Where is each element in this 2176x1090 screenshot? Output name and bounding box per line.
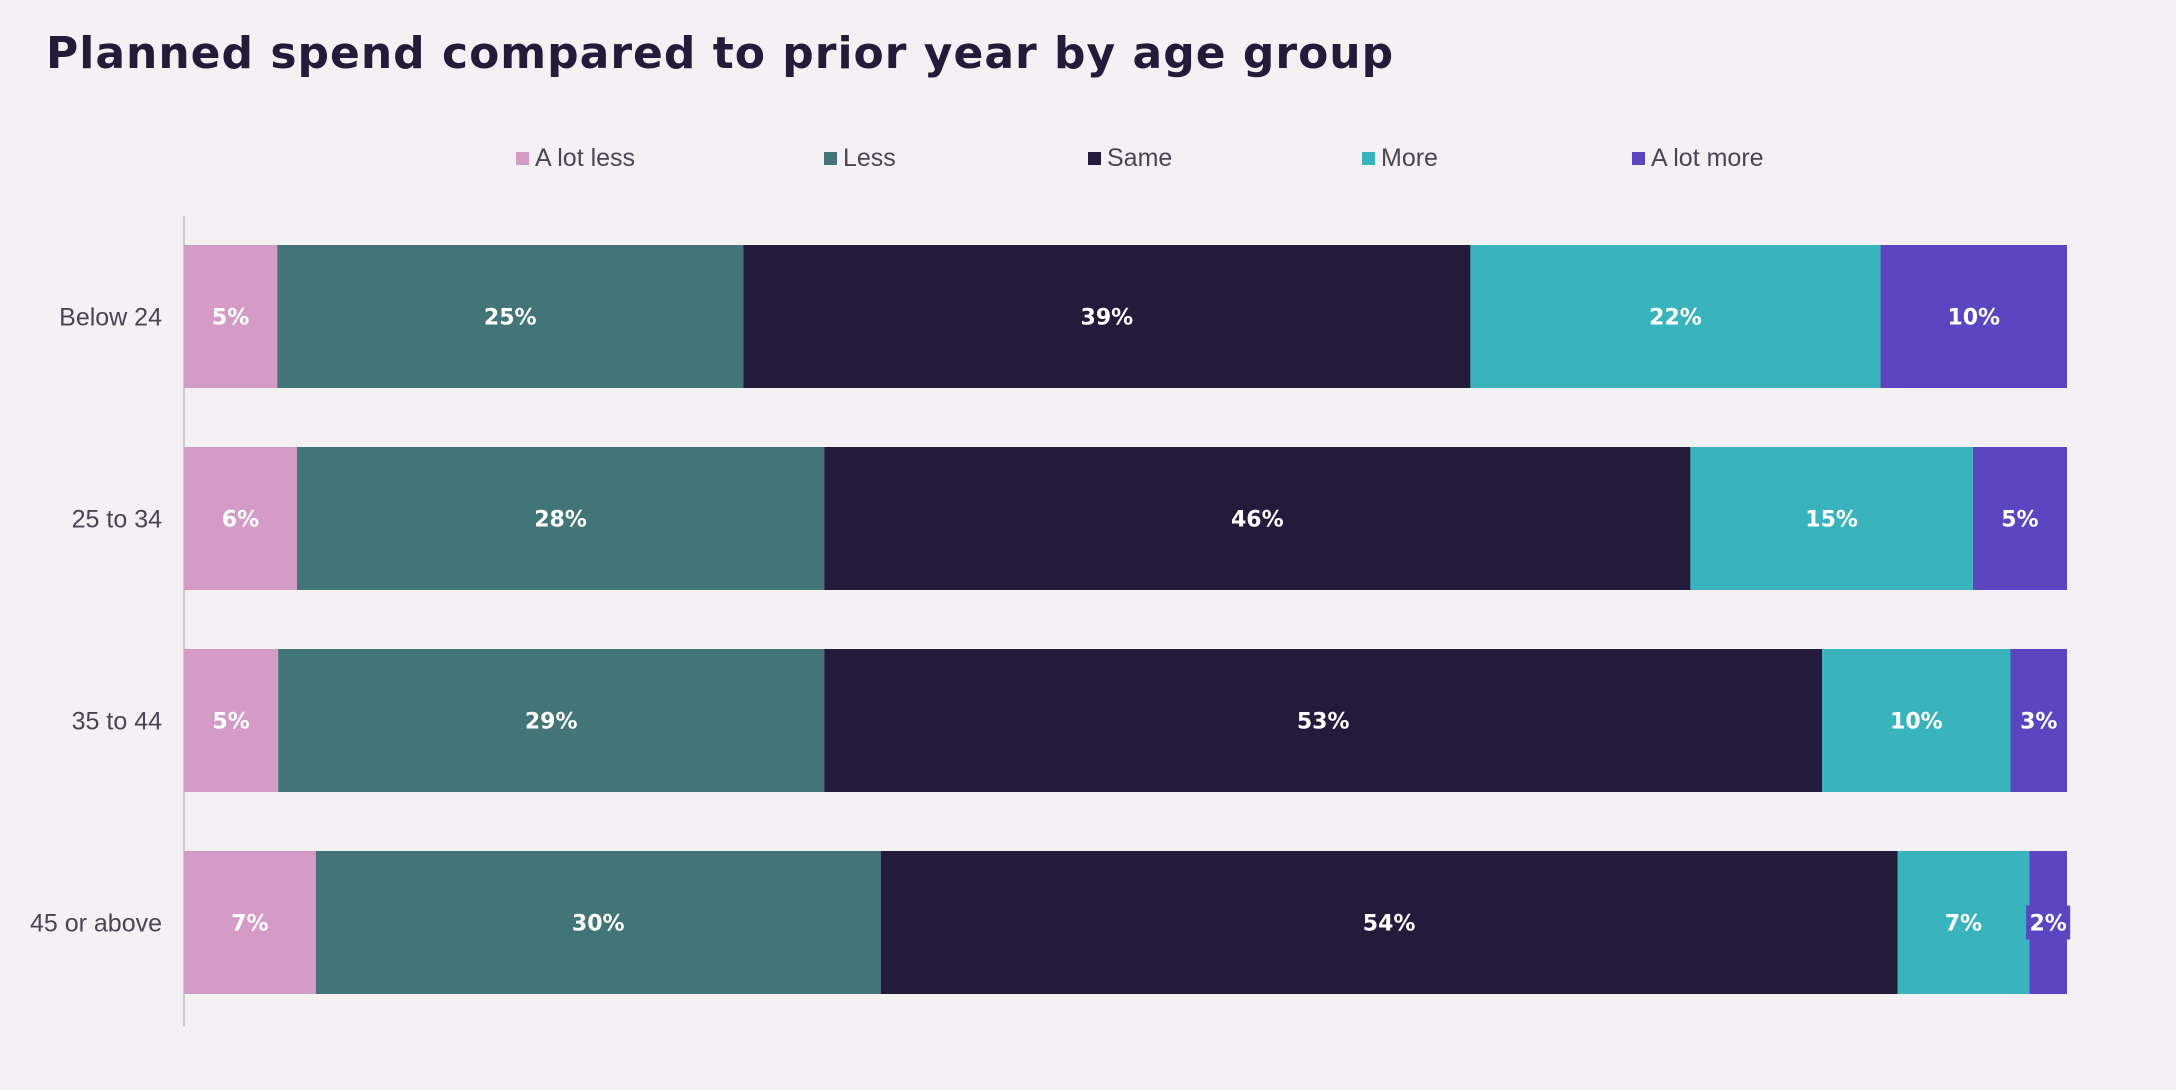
data-label: 7% — [1945, 912, 1982, 937]
data-label: 30% — [572, 912, 625, 937]
bar-segment — [277, 245, 744, 388]
legend-label: A lot less — [535, 144, 636, 172]
legend-item-same: Same — [1088, 144, 1172, 173]
bar-segment — [184, 851, 316, 994]
data-label: 5% — [2001, 508, 2038, 533]
data-label: 15% — [1805, 508, 1858, 533]
data-label: 54% — [1363, 912, 1416, 937]
bar-segment — [184, 649, 279, 792]
bar-segment — [824, 447, 1691, 590]
bar-segment — [1690, 447, 1973, 590]
data-label: 10% — [1890, 710, 1943, 735]
legend-label: A lot more — [1651, 144, 1764, 172]
data-label: 5% — [212, 306, 249, 331]
legend-swatch — [1632, 152, 1645, 165]
category-label: 35 to 44 — [72, 708, 162, 736]
bar-segment — [1972, 447, 2067, 590]
legend-swatch — [1362, 152, 1375, 165]
legend-item-less: Less — [824, 144, 896, 173]
bar-segment — [1822, 649, 2011, 792]
bar-segment — [2010, 649, 2067, 792]
bar-segment — [184, 245, 278, 388]
chart-title: Planned spend compared to prior year by … — [46, 28, 1395, 79]
bar-segment — [1470, 245, 1881, 388]
legend-item-a-lot-more: A lot more — [1632, 144, 1764, 173]
data-label: 29% — [525, 710, 578, 735]
data-label: 10% — [1947, 306, 2000, 331]
bar-segment — [880, 851, 1898, 994]
category-label: 25 to 34 — [72, 506, 162, 534]
legend-item-more: More — [1362, 144, 1438, 173]
data-label: 39% — [1081, 306, 1134, 331]
data-label: 25% — [484, 306, 537, 331]
category-label: 45 or above — [30, 910, 162, 938]
data-label-background — [2026, 905, 2071, 940]
legend-item-a-lot-less: A lot less — [516, 144, 635, 173]
legend-label: Less — [843, 144, 896, 172]
bar-segment — [743, 245, 1471, 388]
legend-swatch — [516, 152, 529, 165]
bar-segment — [278, 649, 825, 792]
data-label: 53% — [1297, 710, 1350, 735]
legend-label: Same — [1107, 144, 1173, 172]
data-label: 5% — [212, 710, 249, 735]
legend-swatch — [824, 152, 837, 165]
legend-swatch — [1088, 152, 1101, 165]
data-label: 28% — [534, 508, 587, 533]
data-label: 7% — [231, 912, 268, 937]
data-label: 2% — [2029, 912, 2066, 937]
bar-segment — [1880, 245, 2067, 388]
bar-segment — [296, 447, 825, 590]
data-label: 6% — [222, 508, 259, 533]
category-label: Below 24 — [59, 304, 162, 332]
bar-segment — [1897, 851, 2030, 994]
data-label: 46% — [1231, 508, 1284, 533]
data-label: 3% — [2020, 710, 2057, 735]
legend: A lot less Less Same More A lot more — [0, 144, 2176, 180]
bar-segment — [184, 447, 297, 590]
legend-label: More — [1381, 144, 1438, 172]
bar-segment — [824, 649, 1823, 792]
data-label: 22% — [1649, 306, 1702, 331]
bar-segment — [315, 851, 881, 994]
